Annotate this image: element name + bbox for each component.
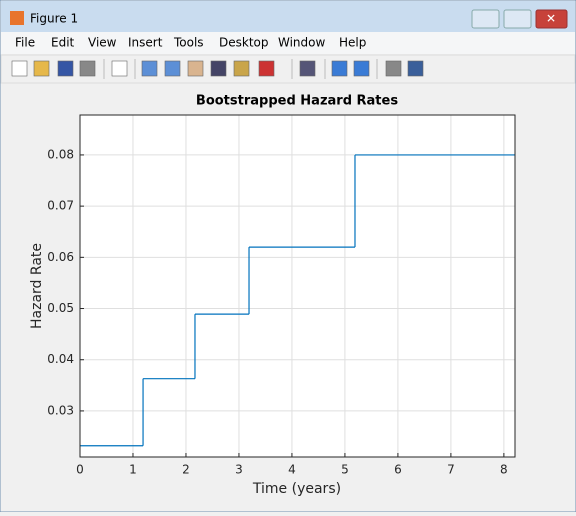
menu-item[interactable]: Insert: [128, 36, 163, 50]
y-tick-label: 0.08: [47, 147, 74, 161]
menu-item[interactable]: Window: [278, 36, 326, 50]
app-icon: [10, 11, 24, 25]
menu-item[interactable]: File: [15, 36, 35, 50]
toolbar-icons: [11, 59, 424, 79]
toolbar-button[interactable]: [353, 60, 370, 77]
x-tick-label: 0: [76, 463, 84, 477]
x-tick-label: 2: [182, 463, 190, 477]
toolbar-button[interactable]: [111, 60, 128, 77]
chart-title: Bootstrapped Hazard Rates: [196, 94, 398, 109]
toolbar-button[interactable]: [33, 60, 50, 77]
x-tick-label: 6: [394, 463, 402, 477]
menu-item[interactable]: Help: [339, 36, 366, 50]
x-tick-label: 3: [235, 463, 243, 477]
axes: [80, 115, 515, 457]
toolbar-button[interactable]: [258, 60, 275, 77]
window-title: Figure 1: [30, 12, 78, 26]
toolbar-button[interactable]: [79, 60, 96, 77]
x-tick-label: 8: [500, 463, 508, 477]
toolbar-button[interactable]: [331, 60, 348, 77]
y-tick-label: 0.05: [47, 301, 74, 315]
toolbar-button[interactable]: [57, 60, 74, 77]
y-tick-label: 0.04: [47, 352, 74, 366]
toolbar-button[interactable]: [299, 60, 316, 77]
x-tick-label: 4: [288, 463, 296, 477]
minimize-button[interactable]: [471, 9, 500, 29]
x-tick-label: 1: [129, 463, 137, 477]
y-tick-label: 0.06: [47, 250, 74, 264]
menu-item[interactable]: Edit: [51, 36, 75, 50]
x-axis-label: Time (years): [252, 481, 341, 497]
plot: [79, 115, 515, 457]
menu-bar: [1, 32, 575, 54]
close-button[interactable]: [535, 9, 568, 29]
toolbar-button[interactable]: [233, 60, 250, 77]
menu-items: File Edit View Insert Tools Desktop Window Help: [15, 36, 366, 50]
toolbar-button[interactable]: [407, 60, 424, 77]
toolbar-button[interactable]: [141, 60, 158, 77]
menu-item[interactable]: Desktop: [219, 36, 269, 50]
y-axis-label: Hazard Rate: [29, 243, 45, 329]
menu-item[interactable]: Tools: [173, 36, 204, 50]
toolbar-button[interactable]: [385, 60, 402, 77]
toolbar-button[interactable]: [11, 60, 28, 77]
menu-item[interactable]: View: [88, 36, 117, 50]
x-tick-label: 7: [447, 463, 455, 477]
axes-box: [79, 114, 516, 458]
close-glyph: ✕: [546, 12, 556, 26]
y-tick-label: 0.07: [47, 199, 74, 213]
maximize-button[interactable]: [503, 9, 532, 29]
toolbar-button[interactable]: [164, 60, 181, 77]
toolbar-button[interactable]: [210, 60, 227, 77]
toolbar-button[interactable]: [187, 60, 204, 77]
x-tick-label: 5: [341, 463, 349, 477]
toolbar: [0, 54, 576, 84]
y-tick-label: 0.03: [47, 403, 74, 417]
